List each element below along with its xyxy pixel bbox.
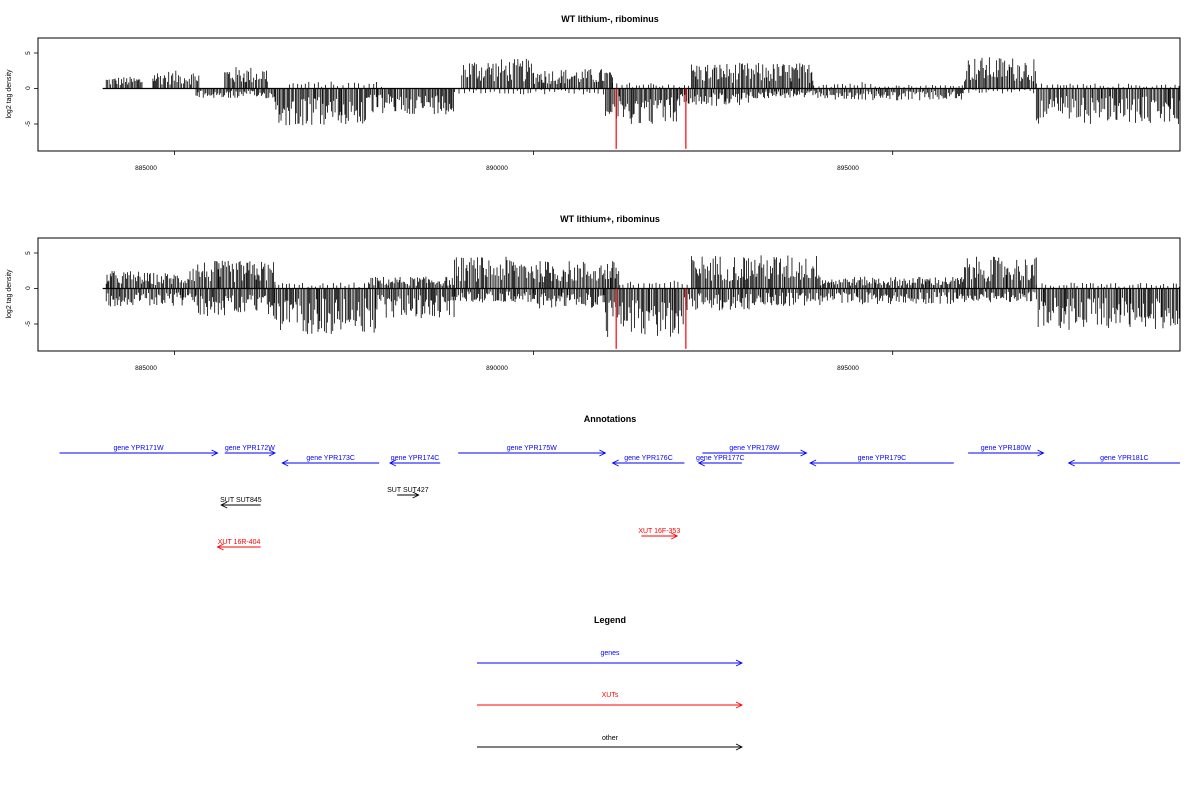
- feature-label: XUT 16R-404: [218, 539, 261, 546]
- feature-label: gene YPR180W: [981, 445, 1031, 452]
- feature-arrow: [458, 449, 607, 457]
- legend-arrow-genes: [477, 659, 744, 667]
- feature-arrow: [397, 491, 420, 499]
- feature-arrow: [968, 449, 1045, 457]
- legend-arrows: [477, 659, 744, 751]
- feature-label: SUT SUT427: [387, 487, 429, 494]
- y-tick-label: -5: [25, 321, 32, 327]
- plot-frame: [37, 37, 1181, 152]
- y-axis-label: log2 tag density: [6, 269, 13, 319]
- legend-label-other: other: [602, 735, 619, 742]
- feature-arrow: [809, 459, 954, 467]
- feature-label: gene YPR175W: [507, 445, 557, 452]
- signal-marks: [34, 52, 1180, 155]
- feature-label: gene YPR172W: [225, 445, 275, 452]
- feature-label: XUT 16F-353: [638, 528, 680, 535]
- legend-label-xuts: XUTs: [602, 692, 619, 699]
- legend-arrow-xuts: [477, 701, 744, 709]
- feature-label: gene YPR179C: [858, 455, 907, 462]
- feature-label: gene YPR173C: [306, 455, 355, 462]
- annotations-track: Annotations gene YPR171W gene YPR172Wgene…: [59, 414, 1180, 551]
- feature-arrow: [220, 501, 261, 509]
- x-tick-label: 885000: [135, 165, 157, 172]
- feature-arrow: [216, 543, 261, 551]
- feature-arrow: [281, 459, 380, 467]
- y-axis-label: log2 tag density: [6, 69, 13, 119]
- legend-label-genes: genes: [600, 650, 620, 657]
- panel-lithium-plus: WT lithium+, ribominus log2 tag density …: [6, 214, 1181, 372]
- y-tick-label: 5: [25, 251, 32, 255]
- feature-label: SUT SUT845: [220, 497, 262, 504]
- panel-lithium-minus: WT lithium-, ribominus log2 tag density …: [6, 14, 1181, 172]
- feature-label: gene YPR178W: [729, 445, 779, 452]
- feature-arrow: [1067, 459, 1180, 467]
- feature-arrow: [702, 449, 808, 457]
- feature-label: gene YPR181C: [1100, 455, 1149, 462]
- y-tick-label: -5: [25, 121, 32, 127]
- feature-arrow: [224, 449, 277, 457]
- feature-arrow: [611, 459, 685, 467]
- panel-title: WT lithium-, ribominus: [561, 14, 659, 24]
- x-tick-label: 885000: [135, 365, 157, 372]
- y-tick-label: 0: [25, 86, 32, 90]
- legend-title: Legend: [594, 615, 626, 625]
- feature-label: gene YPR171W: [114, 445, 164, 452]
- panel-title: WT lithium+, ribominus: [560, 214, 660, 224]
- x-tick-label: 890000: [486, 365, 508, 372]
- x-tick-label: 895000: [837, 365, 859, 372]
- feature-label: gene YPR174C: [391, 455, 440, 462]
- plot-frame: [37, 237, 1181, 352]
- x-tick-label: 890000: [486, 165, 508, 172]
- annotation-marks: gene YPR171W gene YPR172W gene YPR173C gene…: [59, 445, 1180, 551]
- feature-arrow: [697, 459, 742, 467]
- legend-arrow-other: [477, 743, 744, 751]
- x-tick-label: 895000: [837, 165, 859, 172]
- signal-marks: [34, 252, 1180, 355]
- legend: Legend genes XUTs other: [477, 615, 744, 751]
- feature-label: gene YPR176C: [624, 455, 673, 462]
- feature-arrow: [388, 459, 441, 467]
- feature-arrow: [641, 532, 679, 540]
- y-tick-label: 0: [25, 286, 32, 290]
- annotations-title: Annotations: [584, 414, 637, 424]
- feature-label: gene YPR177C: [696, 455, 745, 462]
- feature-arrow: [59, 449, 219, 457]
- y-tick-label: 5: [25, 51, 32, 55]
